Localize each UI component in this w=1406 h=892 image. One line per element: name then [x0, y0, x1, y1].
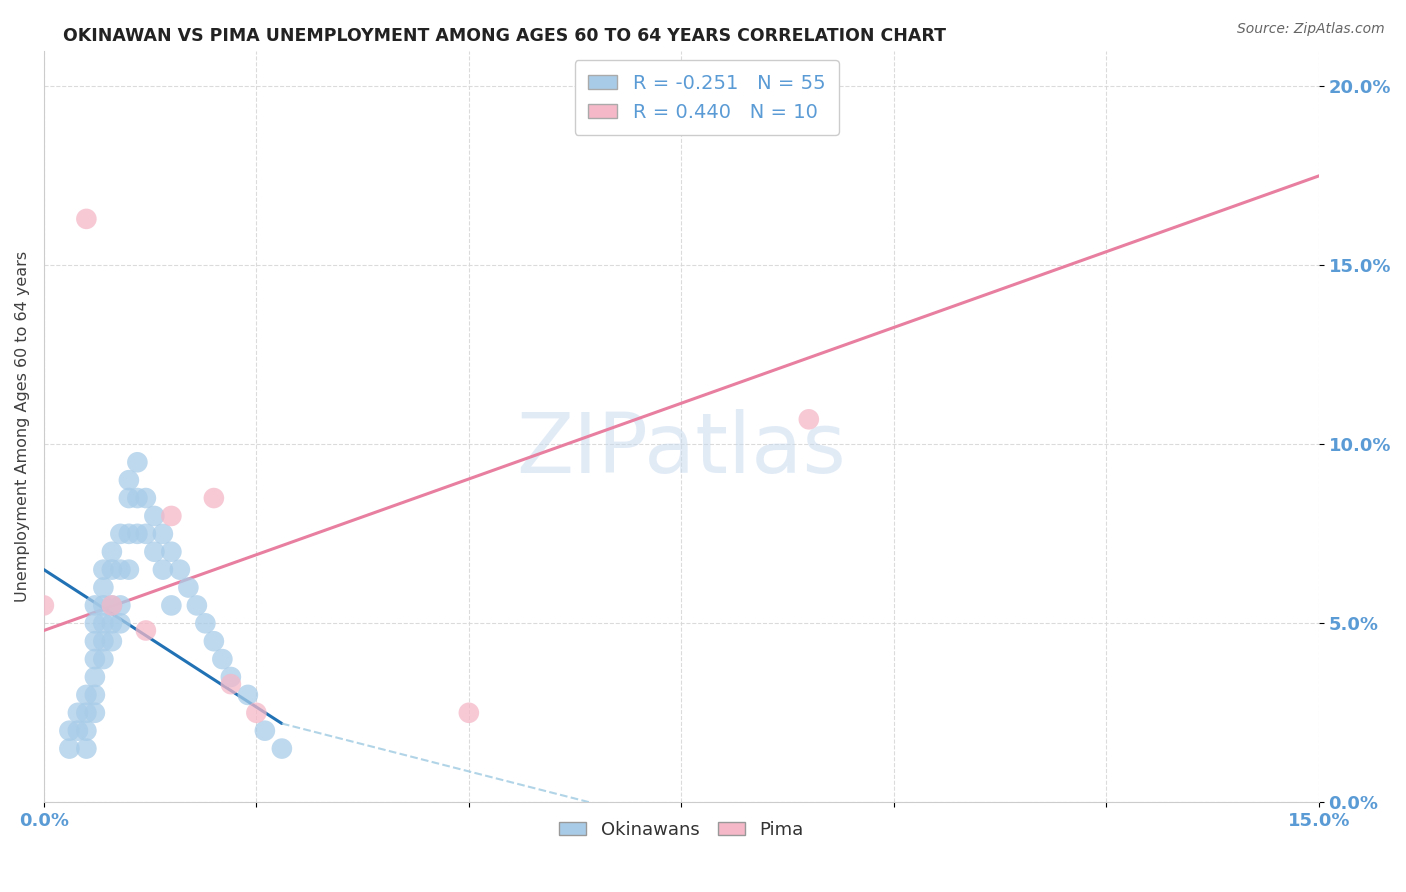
- Point: [152, 563, 174, 577]
- Text: ZIPatlas: ZIPatlas: [516, 409, 846, 490]
- Point: [93, 581, 115, 595]
- Point: [143, 508, 166, 523]
- Point: [177, 581, 200, 595]
- Point: [110, 616, 132, 631]
- Point: [101, 634, 124, 648]
- Point: [101, 563, 124, 577]
- Text: Source: ZipAtlas.com: Source: ZipAtlas.com: [1237, 22, 1385, 37]
- Point: [75, 688, 97, 702]
- Point: [143, 545, 166, 559]
- Point: [160, 545, 183, 559]
- Text: OKINAWAN VS PIMA UNEMPLOYMENT AMONG AGES 60 TO 64 YEARS CORRELATION CHART: OKINAWAN VS PIMA UNEMPLOYMENT AMONG AGES…: [63, 27, 946, 45]
- Point: [118, 526, 141, 541]
- Point: [194, 616, 217, 631]
- Point: [83, 670, 105, 684]
- Point: [93, 616, 115, 631]
- Point: [83, 688, 105, 702]
- Point: [110, 563, 132, 577]
- Point: [66, 706, 89, 720]
- Point: [169, 563, 191, 577]
- Point: [118, 563, 141, 577]
- Point: [93, 634, 115, 648]
- Point: [135, 526, 157, 541]
- Point: [93, 599, 115, 613]
- Point: [101, 599, 124, 613]
- Point: [127, 491, 149, 505]
- Point: [83, 599, 105, 613]
- Point: [186, 599, 208, 613]
- Point: [152, 526, 174, 541]
- Point: [160, 599, 183, 613]
- Point: [66, 723, 89, 738]
- Point: [202, 491, 225, 505]
- Point: [135, 491, 157, 505]
- Point: [219, 677, 242, 691]
- Point: [75, 723, 97, 738]
- Point: [236, 688, 259, 702]
- Point: [75, 211, 97, 226]
- Point: [253, 723, 276, 738]
- Point: [127, 526, 149, 541]
- Legend: Okinawans, Pima: Okinawans, Pima: [553, 814, 811, 846]
- Point: [202, 634, 225, 648]
- Point: [83, 652, 105, 666]
- Point: [211, 652, 233, 666]
- Point: [127, 455, 149, 469]
- Point: [135, 624, 157, 638]
- Point: [270, 741, 292, 756]
- Point: [457, 706, 479, 720]
- Y-axis label: Unemployment Among Ages 60 to 64 years: Unemployment Among Ages 60 to 64 years: [15, 251, 30, 602]
- Point: [118, 473, 141, 487]
- Point: [110, 599, 132, 613]
- Point: [83, 616, 105, 631]
- Point: [110, 526, 132, 541]
- Point: [797, 412, 820, 426]
- Point: [101, 599, 124, 613]
- Point: [101, 545, 124, 559]
- Point: [75, 706, 97, 720]
- Point: [93, 563, 115, 577]
- Point: [58, 723, 80, 738]
- Point: [93, 652, 115, 666]
- Point: [75, 741, 97, 756]
- Point: [32, 599, 55, 613]
- Point: [58, 741, 80, 756]
- Point: [245, 706, 267, 720]
- Point: [101, 616, 124, 631]
- Point: [160, 508, 183, 523]
- Point: [83, 706, 105, 720]
- Point: [83, 634, 105, 648]
- Point: [219, 670, 242, 684]
- Point: [118, 491, 141, 505]
